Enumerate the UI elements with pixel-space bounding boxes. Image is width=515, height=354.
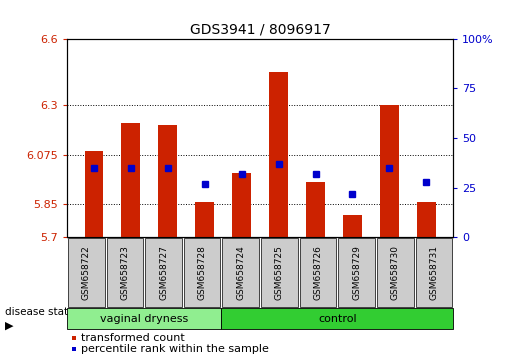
Bar xyxy=(343,215,362,237)
Text: GSM658727: GSM658727 xyxy=(159,245,168,300)
Text: percentile rank within the sample: percentile rank within the sample xyxy=(81,344,269,354)
Text: GSM658729: GSM658729 xyxy=(352,245,361,300)
Text: GSM658722: GSM658722 xyxy=(82,245,91,300)
Bar xyxy=(122,122,140,237)
Text: GSM658726: GSM658726 xyxy=(314,245,322,300)
Text: disease state: disease state xyxy=(5,307,75,316)
Bar xyxy=(306,182,325,237)
Bar xyxy=(84,151,103,237)
Text: vaginal dryness: vaginal dryness xyxy=(100,314,188,324)
Text: transformed count: transformed count xyxy=(81,333,185,343)
Text: GSM658724: GSM658724 xyxy=(236,245,245,300)
Text: GSM658725: GSM658725 xyxy=(275,245,284,300)
Text: ▶: ▶ xyxy=(5,321,14,331)
Bar xyxy=(159,125,177,237)
Text: GSM658723: GSM658723 xyxy=(121,245,129,300)
Bar xyxy=(232,173,251,237)
Text: GSM658728: GSM658728 xyxy=(198,245,207,300)
Text: GSM658731: GSM658731 xyxy=(430,245,438,300)
Text: GSM658730: GSM658730 xyxy=(391,245,400,300)
Bar xyxy=(380,105,399,237)
Title: GDS3941 / 8096917: GDS3941 / 8096917 xyxy=(190,22,331,36)
Bar xyxy=(195,202,214,237)
Bar xyxy=(417,202,436,237)
Text: control: control xyxy=(318,314,356,324)
Bar xyxy=(269,72,288,237)
